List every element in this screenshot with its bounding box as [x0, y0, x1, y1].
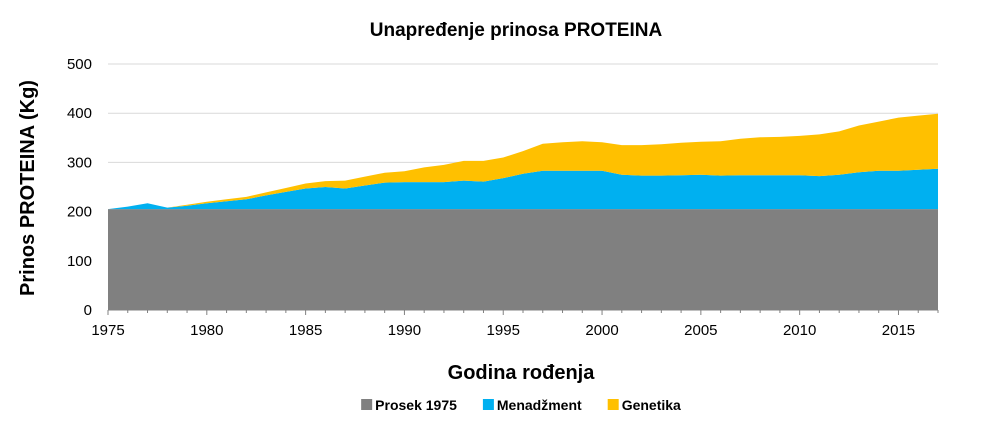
x-tick-label: 2015 [882, 322, 915, 339]
chart-title: Unapređenje prinosa PROTEINA [370, 20, 663, 41]
y-axis-title: Prinos PROTEINA (Kg) [17, 80, 39, 296]
area-genetika [108, 113, 938, 210]
legend-item: Prosek 1975 [361, 397, 457, 413]
x-tick-label: 1975 [91, 322, 124, 339]
y-tick-label: 300 [67, 154, 92, 171]
x-axis-title: Godina rođenja [448, 362, 596, 384]
legend-item: Menadžment [482, 397, 582, 413]
x-tick-labels: 1975 1980 1985 1990 1995 2000 2005 2010 2015 [91, 322, 915, 339]
x-tick-label: 1985 [289, 322, 322, 339]
legend-swatch [482, 399, 494, 410]
x-tick-label: 1995 [487, 322, 520, 339]
y-tick-label: 400 [67, 105, 92, 122]
x-tick-label: 2005 [684, 322, 717, 339]
y-tick-label: 100 [67, 253, 92, 270]
y-tick-label: 500 [67, 56, 92, 73]
area-menad-ment [108, 168, 938, 210]
legend-swatch [607, 399, 619, 410]
y-tick-labels: 0 100 200 300 400 500 [67, 56, 92, 319]
legend: Prosek 1975 Menadžment Genetika [361, 397, 681, 413]
x-tick-label: 1990 [388, 322, 421, 339]
x-tick-label: 2010 [783, 322, 816, 339]
x-tick-label: 1980 [190, 322, 223, 339]
legend-label: Genetika [622, 397, 681, 413]
axes [107, 309, 939, 315]
legend-label: Menadžment [497, 397, 582, 413]
y-tick-label: 200 [67, 204, 92, 221]
area-prosek-1975 [108, 209, 938, 310]
x-tick-label: 2000 [585, 322, 618, 339]
area-series-group [108, 113, 938, 310]
legend-item: Genetika [607, 397, 681, 413]
legend-swatch [361, 399, 373, 410]
y-tick-label: 0 [84, 302, 92, 319]
legend-label: Prosek 1975 [375, 397, 457, 413]
